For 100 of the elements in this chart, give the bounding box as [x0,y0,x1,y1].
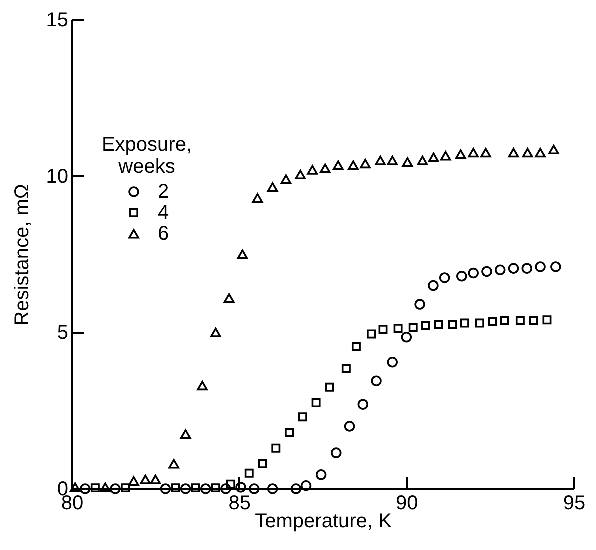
legend-label: 6 [158,223,170,245]
point [448,320,458,330]
point [352,342,361,352]
point [150,474,162,484]
point [342,364,351,374]
point [70,482,81,492]
point [200,484,212,494]
point [394,324,403,334]
point [401,332,412,343]
y-axis-title: Resistance, mΩ [11,184,34,326]
point [285,428,294,438]
point [387,357,398,368]
legend-label: 4 [158,202,170,224]
point [428,152,440,162]
point [197,381,208,391]
point [387,156,398,166]
x-tick-label: 90 [396,492,418,514]
point [495,264,506,276]
point [244,468,254,478]
point [312,398,321,408]
point [110,484,121,494]
point [421,321,430,330]
point [226,480,236,489]
point [300,480,312,492]
point [371,376,382,386]
point [267,484,278,494]
point [516,316,525,326]
y-tick-label: 5 [57,322,68,344]
point [508,148,520,158]
point [191,484,200,493]
point [414,299,426,310]
point [316,470,327,480]
point [348,160,359,170]
point [378,325,388,334]
point [80,484,91,494]
y-tick-label: 15 [46,10,68,32]
point [535,148,546,158]
legend-title: Exposure, weeks [102,134,192,178]
point [320,164,331,174]
point [220,484,232,494]
point [550,262,562,272]
point [290,484,302,494]
point [542,316,552,325]
point [298,412,308,422]
point [468,148,479,158]
point [90,484,100,493]
y-tick-label: 10 [46,166,68,188]
point [307,165,318,175]
point [482,266,492,278]
point [480,148,492,158]
point [468,268,479,279]
point [529,316,538,326]
point [331,448,342,458]
point [258,460,268,468]
point [440,151,452,161]
point [160,484,172,494]
point [180,430,192,440]
point [344,421,356,432]
point [236,482,246,493]
point [128,476,140,486]
point [210,328,222,338]
legend-label: 2 [158,181,170,203]
point [267,182,278,192]
point [417,156,428,166]
point [224,294,235,304]
point [535,262,546,272]
x-tick-label: 95 [563,492,586,514]
point [237,250,248,260]
point [439,272,450,284]
point [548,144,560,155]
point [100,482,111,492]
point [325,382,334,392]
point [333,160,344,170]
point [460,318,470,328]
point [428,280,439,292]
point [171,484,180,493]
point [249,484,260,494]
point [168,459,180,469]
point [180,484,192,494]
point [272,444,281,453]
point [140,474,151,484]
point [358,399,369,410]
point [522,263,533,274]
point [375,156,386,166]
point [508,263,520,274]
point [500,316,510,326]
point [456,271,468,282]
point [488,317,498,326]
x-tick-label: 85 [228,492,251,514]
point [402,157,414,168]
point [434,320,444,330]
point [456,150,466,160]
point [522,148,534,158]
point [408,323,418,332]
point [367,330,376,339]
point [211,484,220,493]
point [252,193,264,203]
x-axis-title: Temperature, K [255,510,393,532]
point [121,484,130,493]
point [475,318,484,328]
